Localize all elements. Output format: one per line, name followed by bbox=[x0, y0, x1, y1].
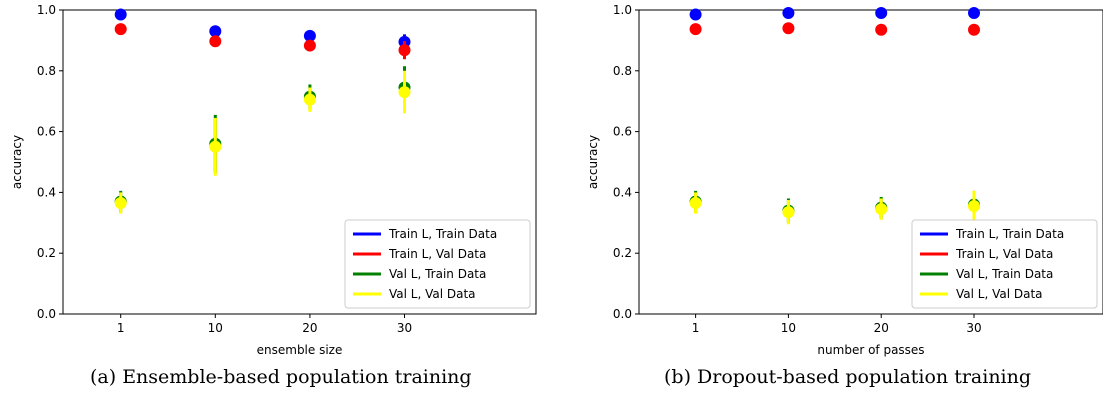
data-point bbox=[968, 23, 981, 36]
legend-box bbox=[911, 219, 1098, 309]
data-point bbox=[782, 22, 795, 35]
data-point bbox=[968, 7, 981, 20]
data-point bbox=[782, 7, 795, 20]
data-point bbox=[209, 25, 222, 38]
data-point bbox=[875, 23, 888, 36]
x-tick-label: 20 bbox=[302, 321, 317, 335]
data-point bbox=[782, 206, 795, 219]
chart-panel-1: 0.0 0.2 0.4 0.6 0.8 1.0 1 10 20 30 ensemble size ac… bbox=[10, 3, 537, 357]
x-axis-label: number of passes bbox=[817, 343, 924, 357]
x-tick-label: 30 bbox=[966, 321, 981, 335]
data-point bbox=[303, 29, 316, 42]
y-tick-label: 0.4 bbox=[37, 185, 56, 199]
legend-label: Val L, Val Data bbox=[389, 287, 476, 301]
y-tick-label: 0.6 bbox=[613, 125, 632, 139]
y-tick-label: 0.0 bbox=[613, 307, 632, 321]
legend: Train L, Train Data Train L, Val Data Val … bbox=[344, 219, 531, 309]
legend-label: Val L, Train Data bbox=[389, 267, 486, 281]
y-tick-label: 0.0 bbox=[37, 307, 56, 321]
x-tick-label: 1 bbox=[692, 321, 700, 335]
legend-label: Train L, Val Data bbox=[955, 247, 1053, 261]
x-axis-label: ensemble size bbox=[257, 343, 343, 357]
data-point bbox=[114, 23, 127, 36]
data-point bbox=[689, 197, 702, 210]
y-axis-label: accuracy bbox=[10, 135, 24, 189]
caption-a: (a) Ensemble-based population training bbox=[90, 366, 472, 388]
data-point bbox=[303, 93, 316, 106]
y-tick-label: 1.0 bbox=[37, 3, 56, 17]
data-point bbox=[114, 8, 127, 21]
y-axis-label: accuracy bbox=[586, 135, 600, 189]
data-point bbox=[875, 7, 888, 20]
legend-label: Train L, Train Data bbox=[955, 227, 1064, 241]
data-point bbox=[398, 44, 411, 57]
x-tick-label: 30 bbox=[397, 321, 412, 335]
legend-label: Train L, Train Data bbox=[388, 227, 497, 241]
data-point bbox=[114, 197, 127, 210]
y-tick-label: 0.6 bbox=[37, 125, 56, 139]
data-point bbox=[303, 39, 316, 52]
data-point bbox=[209, 35, 222, 48]
y-tick-label: 0.2 bbox=[37, 246, 56, 260]
y-tick-label: 1.0 bbox=[613, 3, 632, 17]
y-tick-label: 0.8 bbox=[613, 64, 632, 78]
data-point bbox=[875, 203, 888, 216]
y-tick-label: 0.8 bbox=[37, 64, 56, 78]
chart-panel-2: 0.0 0.2 0.4 0.6 0.8 1.0 1 10 20 30 number of passe… bbox=[586, 3, 1103, 357]
legend: Train L, Train Data Train L, Val Data Val … bbox=[911, 219, 1098, 309]
x-tick-label: 20 bbox=[874, 321, 889, 335]
data-point bbox=[209, 140, 222, 153]
data-point bbox=[689, 8, 702, 21]
plot-frame bbox=[62, 9, 537, 315]
legend-label: Val L, Train Data bbox=[956, 267, 1053, 281]
legend-label: Train L, Val Data bbox=[388, 247, 486, 261]
y-tick-label: 0.2 bbox=[613, 246, 632, 260]
x-tick-label: 1 bbox=[117, 321, 125, 335]
legend-box bbox=[344, 219, 531, 309]
caption-b: (b) Dropout-based population training bbox=[664, 366, 1032, 388]
x-tick-label: 10 bbox=[208, 321, 223, 335]
data-point bbox=[689, 23, 702, 36]
y-tick-label: 0.4 bbox=[613, 185, 632, 199]
x-tick-label: 10 bbox=[781, 321, 796, 335]
data-point bbox=[968, 200, 981, 213]
plot-frame bbox=[638, 9, 1103, 315]
data-point bbox=[398, 86, 411, 99]
legend-label: Val L, Val Data bbox=[956, 287, 1043, 301]
